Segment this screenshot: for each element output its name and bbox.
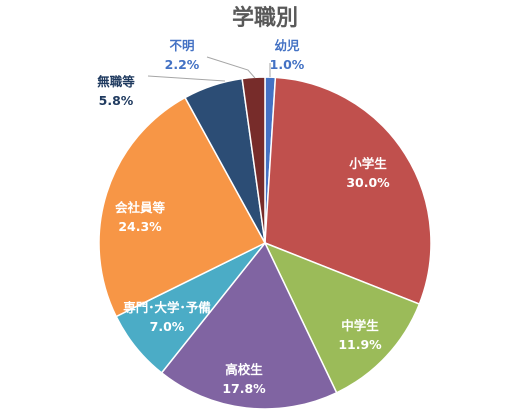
slice-category-label: 小学生: [348, 156, 387, 171]
slice-percent-label: 2.2%: [165, 57, 200, 72]
pie-slice: [160, 241, 338, 410]
leader-lines-layer: [147, 56, 271, 82]
slice-category-label: 中学生: [341, 318, 379, 333]
labels-layer: 幼児 1.0% 小学生 30.0% 中学生 11.9% 高校生 17.8% 専門･大学･予備 7.…: [97, 38, 390, 396]
slice-percent-label: 7.0%: [150, 319, 185, 334]
slice-percent-label: 1.0%: [270, 57, 305, 72]
slice-category-label: 不明: [169, 38, 194, 53]
slice-percent-label: 30.0%: [346, 175, 390, 190]
slice-category-label: 会社員等: [115, 200, 166, 215]
pie-slice: [263, 241, 421, 394]
slice-category-label: 幼児: [274, 38, 300, 53]
slice-percent-label: 11.9%: [338, 337, 382, 352]
slice-category-label: 高校生: [225, 362, 263, 377]
slice-percent-label: 5.8%: [99, 93, 134, 108]
slice-percent-label: 24.3%: [118, 219, 162, 234]
leader-line: [147, 75, 226, 82]
slices-layer: [98, 76, 432, 410]
slice-percent-label: 17.8%: [222, 381, 266, 396]
slice-category-label: 専門･大学･予備: [123, 300, 211, 315]
pie-slice: [98, 96, 267, 318]
pie-slice: [241, 76, 266, 244]
leader-line: [206, 56, 256, 79]
slice-category-label: 無職等: [97, 74, 135, 89]
pie-slice: [264, 76, 432, 306]
chart-title: 学職別: [232, 5, 298, 31]
